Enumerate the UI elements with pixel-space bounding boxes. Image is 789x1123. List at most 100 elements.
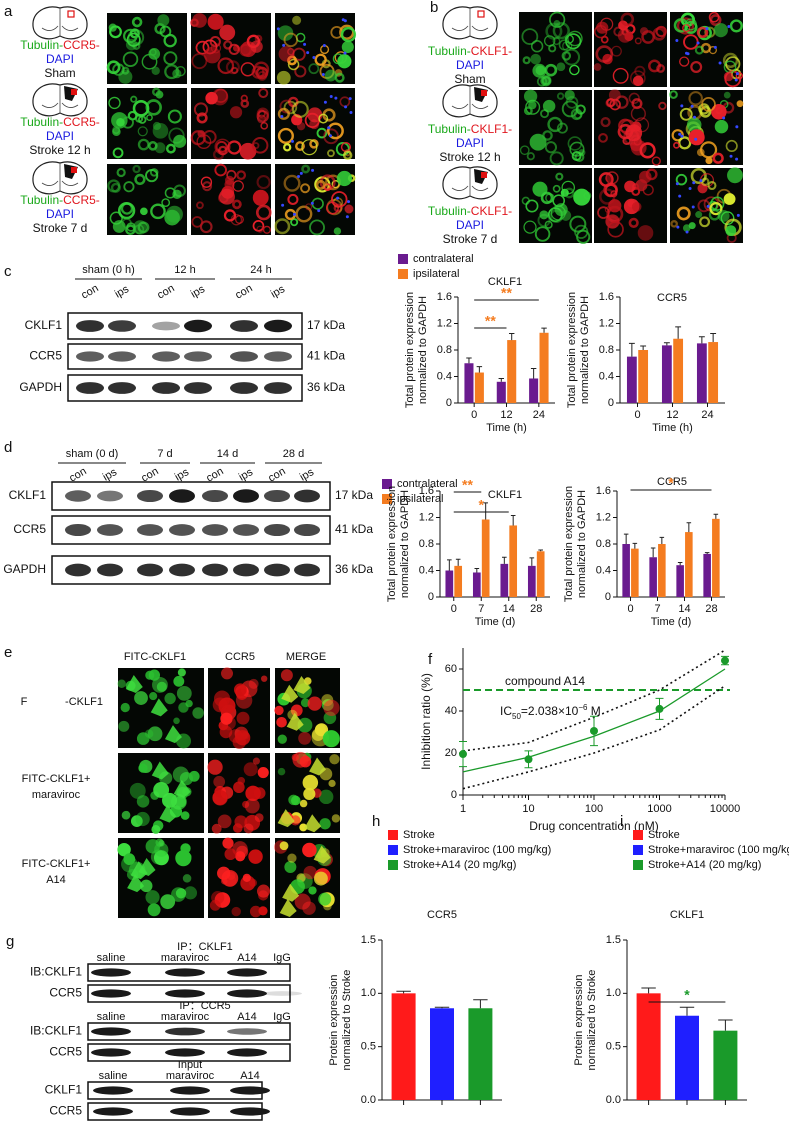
blot-band <box>230 1107 270 1116</box>
roi <box>71 167 77 173</box>
x-tick-label: 7 <box>478 603 484 615</box>
cell <box>292 15 302 25</box>
cell <box>136 795 150 808</box>
cell-process <box>304 814 322 833</box>
cell <box>145 839 160 854</box>
blot-band <box>93 1086 133 1095</box>
cell <box>295 141 305 152</box>
blot-size-label: 17 kDa <box>307 318 345 332</box>
cell <box>192 13 207 28</box>
nucleus <box>727 24 731 28</box>
cell <box>211 823 222 834</box>
cell <box>542 99 556 113</box>
cell <box>556 62 566 72</box>
y-tick-label: 0.8 <box>437 344 452 356</box>
blot-band <box>137 563 163 577</box>
legend-label: ipsilateral <box>397 493 443 505</box>
bar <box>481 519 490 597</box>
cell <box>134 224 145 235</box>
cell <box>600 116 611 128</box>
cell <box>620 12 635 27</box>
y-axis-label: normalized to GAPDH <box>576 490 588 598</box>
cell <box>219 188 235 205</box>
cell <box>207 13 224 30</box>
blot-band <box>108 320 136 332</box>
cell <box>283 143 292 152</box>
cell <box>287 58 300 71</box>
blot-band <box>137 524 163 536</box>
cell <box>123 181 135 193</box>
cell <box>151 87 161 97</box>
cell <box>707 180 717 191</box>
blot-band <box>264 351 292 362</box>
cell <box>276 70 291 85</box>
cell <box>126 32 141 47</box>
cell <box>303 787 316 801</box>
bar <box>622 544 630 597</box>
cell <box>147 726 163 742</box>
y-tick-label: 1.2 <box>596 511 611 523</box>
y-tick-label: 0 <box>605 591 611 603</box>
cell <box>552 22 570 40</box>
blot-band <box>91 1027 131 1036</box>
y-tick-label: 0.8 <box>419 538 434 550</box>
cell <box>569 64 580 76</box>
cell <box>321 699 334 711</box>
panel-letter: h <box>372 813 380 830</box>
nucleus <box>729 154 733 158</box>
cell <box>316 127 328 139</box>
nucleus <box>680 104 684 108</box>
cell <box>678 136 692 150</box>
cell <box>682 224 691 232</box>
cell <box>630 139 647 156</box>
cell <box>299 799 308 808</box>
cell <box>167 109 182 124</box>
cell <box>160 894 176 910</box>
cell <box>688 129 705 146</box>
cell <box>301 164 311 174</box>
cell <box>153 782 170 798</box>
blot-band <box>165 1048 205 1057</box>
blot-row-label: IB:CKLF1 <box>30 965 82 979</box>
lane-label: ips <box>298 466 317 484</box>
nucleus <box>290 139 294 143</box>
y-tick-label: 0.4 <box>437 370 452 382</box>
cell <box>552 184 561 193</box>
condition-label: Stroke 7 d <box>33 221 88 235</box>
cell <box>555 172 564 181</box>
cell <box>708 46 718 55</box>
ic50-label-part: =2.038×10 <box>521 704 579 718</box>
nucleus <box>280 115 284 119</box>
cell-process <box>313 845 331 864</box>
lane-label: maraviroc <box>166 1070 215 1082</box>
lane-label: maraviroc <box>161 1011 210 1023</box>
nucleus <box>282 43 286 47</box>
cell <box>146 114 153 121</box>
x-tick-label: 24 <box>533 409 545 421</box>
lane-label: ips <box>101 466 120 484</box>
error-bar <box>396 990 411 994</box>
blot-row-label: CKLF1 <box>45 1083 83 1097</box>
cell <box>595 45 614 63</box>
cell-process <box>151 761 169 780</box>
cell-process <box>173 779 191 798</box>
y-tick-label: 0.5 <box>606 1041 621 1053</box>
error-bar <box>476 366 483 373</box>
stain-label-part: CKLF1- <box>471 122 512 136</box>
legend-label: Stroke+A14 (20 mg/kg) <box>403 859 516 871</box>
cell <box>134 691 148 705</box>
cell <box>196 201 204 210</box>
cell <box>530 53 542 65</box>
cell <box>132 164 141 174</box>
cell <box>575 104 586 115</box>
cell <box>309 219 325 236</box>
cell <box>631 98 643 110</box>
cell <box>552 37 561 46</box>
cell <box>573 188 591 206</box>
cell <box>149 691 158 701</box>
group-label: 7 d <box>157 448 172 460</box>
error-bar <box>474 568 480 573</box>
nucleus <box>328 134 332 138</box>
bar <box>712 518 720 597</box>
cell <box>221 667 234 680</box>
